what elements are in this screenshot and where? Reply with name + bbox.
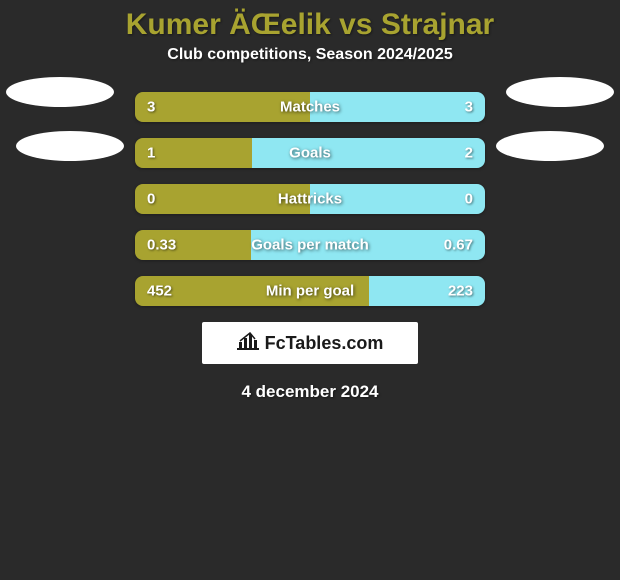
player-left-avatar-top: [6, 77, 114, 107]
stat-row-goals-per-match: 0.33 Goals per match 0.67: [135, 230, 485, 260]
value-left: 1: [147, 145, 155, 162]
value-left: 3: [147, 99, 155, 116]
value-left: 0: [147, 191, 155, 208]
stat-row-goals: 1 Goals 2: [135, 138, 485, 168]
stat-label: Min per goal: [266, 283, 354, 300]
value-left: 0.33: [147, 237, 176, 254]
watermark-inner: FcTables.com: [237, 332, 384, 355]
page-title: Kumer ÄŒelik vs Strajnar: [0, 0, 620, 42]
stat-label: Goals: [289, 145, 331, 162]
value-right: 223: [448, 283, 473, 300]
player-left-avatar-bottom: [16, 131, 124, 161]
stat-label: Matches: [280, 99, 340, 116]
stat-rows: 3 Matches 3 1 Goals 2 0 Hattricks 0 0.33…: [135, 92, 485, 306]
value-right: 0.67: [444, 237, 473, 254]
watermark-text: FcTables.com: [265, 333, 384, 354]
bar-right: [252, 138, 485, 168]
value-right: 0: [465, 191, 473, 208]
bar-chart-icon: [237, 332, 259, 355]
comparison-content: 3 Matches 3 1 Goals 2 0 Hattricks 0 0.33…: [0, 92, 620, 402]
stat-row-hattricks: 0 Hattricks 0: [135, 184, 485, 214]
player-right-avatar-top: [506, 77, 614, 107]
watermark: FcTables.com: [202, 322, 418, 364]
value-right: 3: [465, 99, 473, 116]
value-left: 452: [147, 283, 172, 300]
value-right: 2: [465, 145, 473, 162]
stat-label: Goals per match: [251, 237, 369, 254]
page-subtitle: Club competitions, Season 2024/2025: [0, 46, 620, 64]
stat-label: Hattricks: [278, 191, 342, 208]
stat-row-min-per-goal: 452 Min per goal 223: [135, 276, 485, 306]
footer-date: 4 december 2024: [0, 382, 620, 402]
player-right-avatar-bottom: [496, 131, 604, 161]
stat-row-matches: 3 Matches 3: [135, 92, 485, 122]
